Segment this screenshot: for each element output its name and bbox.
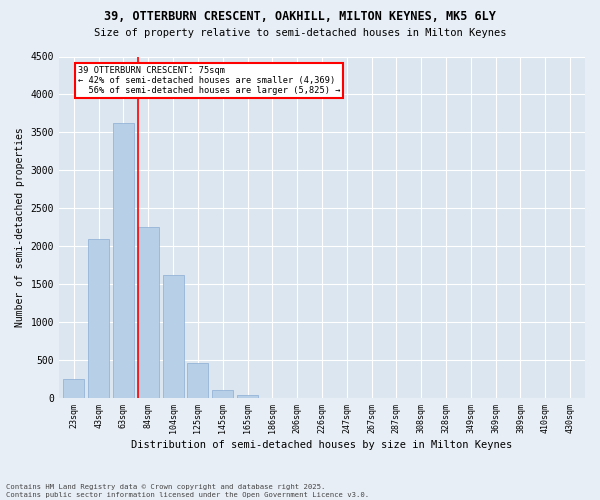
Bar — [138, 228, 159, 398]
Bar — [237, 395, 258, 398]
Text: Size of property relative to semi-detached houses in Milton Keynes: Size of property relative to semi-detach… — [94, 28, 506, 38]
X-axis label: Distribution of semi-detached houses by size in Milton Keynes: Distribution of semi-detached houses by … — [131, 440, 512, 450]
Bar — [212, 390, 233, 398]
Text: 39 OTTERBURN CRESCENT: 75sqm
← 42% of semi-detached houses are smaller (4,369)
 : 39 OTTERBURN CRESCENT: 75sqm ← 42% of se… — [78, 66, 341, 96]
Text: Contains HM Land Registry data © Crown copyright and database right 2025.
Contai: Contains HM Land Registry data © Crown c… — [6, 484, 369, 498]
Y-axis label: Number of semi-detached properties: Number of semi-detached properties — [15, 128, 25, 327]
Bar — [63, 379, 85, 398]
Bar — [88, 238, 109, 398]
Bar — [163, 275, 184, 398]
Bar — [187, 364, 208, 398]
Text: 39, OTTERBURN CRESCENT, OAKHILL, MILTON KEYNES, MK5 6LY: 39, OTTERBURN CRESCENT, OAKHILL, MILTON … — [104, 10, 496, 23]
Bar — [113, 124, 134, 398]
